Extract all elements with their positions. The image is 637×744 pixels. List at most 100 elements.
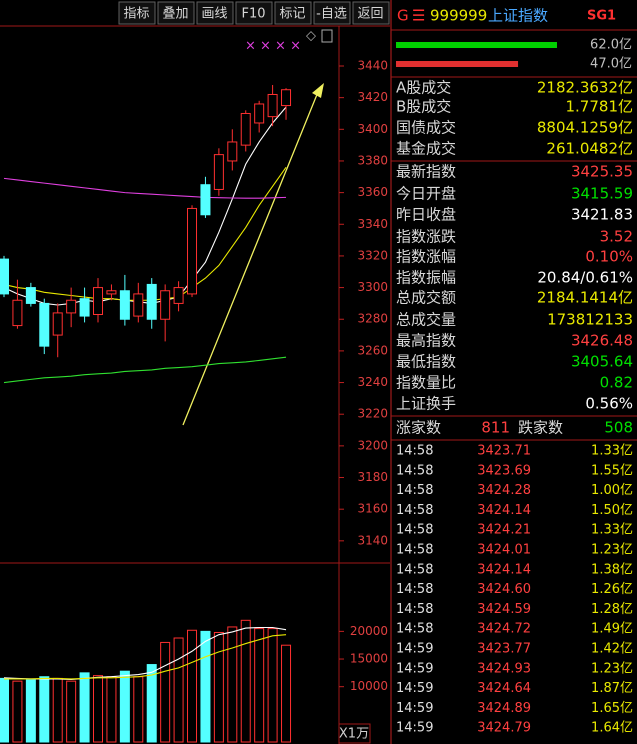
toolbar-button[interactable] [118, 1, 156, 25]
tick-time: 14:59 [396, 701, 433, 716]
up-label: 涨家数 [396, 419, 441, 437]
tick-volume: 1.87亿 [591, 681, 633, 696]
volume-bar [281, 644, 292, 743]
toolbar-button[interactable] [274, 1, 312, 25]
candle-body [133, 293, 144, 317]
volume-bar [173, 637, 184, 743]
quote-label: 指数涨幅 [396, 248, 456, 266]
toolbar-button-label[interactable]: 指标 [123, 7, 149, 22]
volume-unit: X1万 [339, 727, 369, 742]
y-tick-label: 3180 [357, 470, 388, 484]
tick-price: 3424.79 [477, 721, 531, 736]
volume-tick-label: 20000 [350, 624, 388, 638]
quote-label: 指数涨跌 [396, 228, 456, 246]
tick-price: 3423.71 [477, 444, 531, 459]
quote-value: 173812133 [547, 311, 633, 329]
ma-line [3, 166, 287, 301]
toolbar-button[interactable] [196, 1, 234, 25]
toolbar-button-label[interactable]: 叠加 [162, 7, 188, 22]
tick-time: 14:58 [396, 483, 433, 498]
candle-body [213, 154, 224, 190]
header-prefix: G [397, 7, 409, 25]
quote-label: 基金成交 [396, 140, 456, 158]
y-tick-label: 3300 [357, 280, 388, 294]
breadth-label: 47.0亿 [590, 57, 632, 72]
candle-body [227, 141, 238, 162]
tick-price: 3424.64 [477, 681, 531, 696]
quote-value: 3426.48 [571, 332, 633, 350]
volume-tick-label: 15000 [350, 652, 388, 666]
tick-price: 3424.89 [477, 701, 531, 716]
trend-arrowhead [312, 83, 324, 98]
y-tick-label: 3200 [357, 438, 388, 452]
volume-bar [267, 628, 278, 743]
y-tick-label: 3240 [357, 375, 388, 389]
quote-label: 国债成交 [396, 119, 456, 137]
tick-time: 14:58 [396, 523, 433, 538]
quote-label: 总成交量 [396, 311, 456, 329]
candle-body [39, 302, 50, 347]
y-tick-label: 3380 [357, 153, 388, 167]
tick-time: 14:58 [396, 503, 433, 518]
breadth-label: 62.0亿 [590, 38, 632, 53]
volume-ma-line [3, 626, 287, 681]
tick-price: 3424.93 [477, 661, 531, 676]
quote-value: 3415.59 [571, 185, 633, 203]
quote-label: B股成交 [396, 98, 451, 116]
diamond-icon: ◇ [306, 29, 316, 44]
quote-label: 最新指数 [396, 163, 456, 181]
tick-volume: 1.50亿 [591, 503, 633, 518]
volume-bar [0, 677, 9, 743]
quote-value: 8804.1259亿 [537, 119, 633, 137]
toolbar-button-label[interactable]: 标记 [279, 7, 305, 22]
quote-label: 昨日收盘 [396, 206, 456, 224]
up-count: 811 [481, 419, 510, 437]
y-tick-label: 3340 [357, 217, 388, 231]
tick-price: 3424.72 [477, 622, 531, 637]
tick-price: 3424.01 [477, 543, 531, 558]
candle-body [160, 290, 171, 320]
volume-tick-label: 10000 [350, 679, 388, 693]
quote-value: 1.7781亿 [566, 98, 634, 116]
candle-body [173, 287, 184, 304]
breadth-bar [396, 42, 557, 48]
volume-ma-line [4, 634, 287, 680]
tick-price: 3424.59 [477, 602, 531, 617]
candle-body [106, 290, 117, 295]
volume-bar [254, 628, 265, 743]
square-icon [321, 29, 333, 43]
toolbar-button[interactable] [235, 1, 273, 25]
candle-body [146, 283, 157, 320]
ma-line [3, 356, 287, 384]
toolbar-button-label[interactable]: 返回 [357, 7, 383, 22]
quote-value: 3.52 [600, 228, 633, 246]
tick-time: 14:58 [396, 463, 433, 478]
tick-price: 3424.60 [477, 582, 531, 597]
y-tick-label: 3360 [357, 185, 388, 199]
volume-bar [119, 670, 130, 743]
toolbar-button[interactable] [157, 1, 195, 25]
down-count: 508 [604, 419, 633, 437]
tick-price: 3424.14 [477, 503, 531, 518]
quote-value: 3425.35 [571, 163, 633, 181]
y-tick-label: 3440 [357, 58, 388, 72]
candle-body [66, 299, 77, 314]
volume-bar [213, 631, 224, 743]
toolbar-button-label[interactable]: F10 [241, 7, 265, 22]
tick-volume: 1.33亿 [591, 523, 633, 538]
toolbar-button-label[interactable]: 画线 [201, 7, 227, 22]
candle-body [254, 103, 265, 124]
tick-volume: 1.28亿 [591, 602, 633, 617]
header-name: 上证指数 [488, 7, 548, 25]
quote-label: A股成交 [396, 79, 451, 97]
toolbar-button[interactable] [352, 1, 390, 25]
tick-volume: 1.42亿 [591, 642, 633, 657]
tick-volume: 1.65亿 [591, 701, 633, 716]
y-tick-label: 3220 [357, 407, 388, 421]
quote-value: 0.10% [585, 248, 633, 266]
quote-label: 指数振幅 [396, 269, 456, 287]
toolbar-button[interactable] [313, 1, 351, 25]
toolbar-button-label[interactable]: -自选 [316, 7, 347, 22]
